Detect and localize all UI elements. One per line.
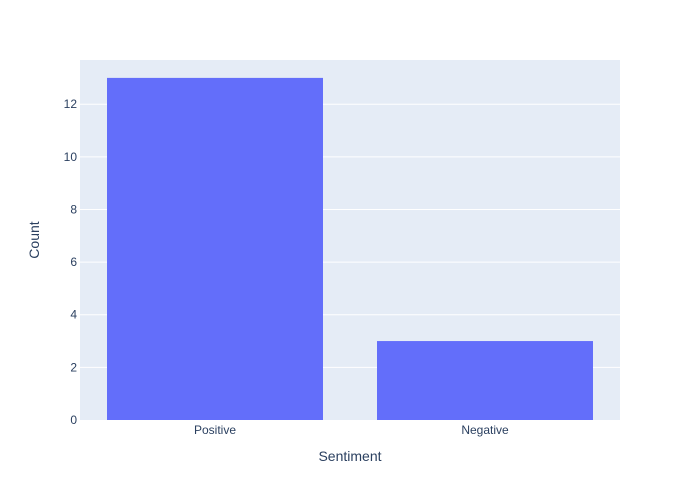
x-axis-title: Sentiment: [318, 448, 381, 464]
bars: [107, 77, 593, 420]
y-tick-labels: 0 2 4 6 8 10 12: [64, 97, 78, 427]
y-tick-label: 8: [70, 202, 77, 216]
bar-negative: [377, 341, 593, 420]
y-axis-title: Count: [26, 221, 42, 258]
x-tick-labels: Positive Negative: [194, 423, 509, 437]
y-tick-label: 2: [70, 360, 77, 374]
bar-positive: [107, 77, 323, 420]
x-tick-label: Positive: [194, 423, 236, 437]
y-tick-label: 0: [70, 413, 77, 427]
y-tick-label: 4: [70, 308, 77, 322]
y-tick-label: 12: [64, 97, 78, 111]
y-tick-label: 10: [64, 150, 78, 164]
x-tick-label: Negative: [461, 423, 509, 437]
y-tick-label: 6: [70, 255, 77, 269]
